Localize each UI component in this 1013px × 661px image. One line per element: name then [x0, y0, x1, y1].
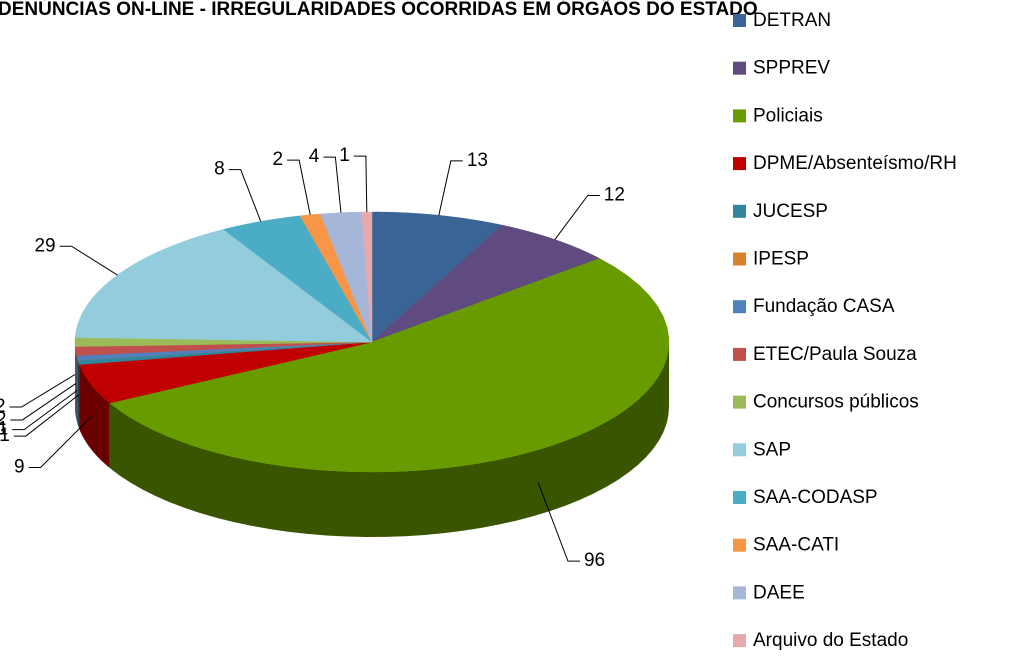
legend-label: SAP — [753, 439, 791, 460]
pie-slice — [77, 341, 373, 365]
leader-line — [28, 416, 92, 469]
legend-swatch — [733, 252, 746, 266]
legend-label: SAA-CODASP — [753, 487, 878, 508]
data-label: 2 — [0, 396, 6, 417]
leader-line — [438, 160, 463, 216]
pie-slice — [361, 211, 373, 343]
leader-line — [228, 169, 262, 222]
pie-side — [79, 364, 110, 469]
data-label: 8 — [214, 159, 225, 180]
legend-swatch — [733, 300, 746, 314]
data-label: 9 — [14, 457, 25, 478]
legend-label: Arquivo do Estado — [753, 630, 908, 651]
legend-swatch — [733, 14, 746, 27]
pie-side — [109, 342, 669, 537]
legend: DETRAN SPPREV Policiais DPME/Absenteísmo/RH… — [733, 10, 957, 651]
legend-swatch — [733, 204, 746, 218]
leader-line — [10, 383, 77, 421]
pie-slice — [79, 341, 373, 404]
legend-swatch — [733, 586, 746, 600]
legend-label: DAEE — [753, 582, 805, 603]
legend-label: ETEC/Paula Souza — [753, 344, 917, 365]
pie-slice — [109, 258, 670, 473]
leader-line — [9, 374, 76, 408]
leader-line — [13, 394, 79, 437]
pie-side — [77, 360, 80, 430]
pie-tops — [74, 211, 670, 473]
data-label: 2 — [273, 149, 284, 170]
legend-label: JUCESP — [753, 201, 828, 222]
data-label: 1 — [0, 425, 10, 446]
data-label: 2 — [0, 409, 6, 430]
pie-sides — [75, 342, 669, 537]
leader-line — [554, 195, 600, 240]
pie-side — [75, 346, 77, 421]
leader-line — [353, 155, 368, 213]
leader-line — [287, 159, 311, 215]
data-label: 96 — [584, 550, 605, 571]
legend-swatch — [733, 395, 746, 409]
pie-slice — [371, 211, 503, 343]
legend-label: Policiais — [753, 105, 823, 126]
legend-swatch — [733, 157, 746, 171]
legend-label: Concursos públicos — [753, 392, 919, 413]
pie-slice — [74, 341, 373, 356]
legend-label: DETRAN — [753, 10, 831, 31]
legend-label: IPESP — [753, 249, 809, 270]
leader-line — [323, 156, 342, 213]
data-label: 13 — [467, 150, 488, 171]
pie-slice — [76, 341, 373, 361]
legend-swatch — [733, 61, 746, 75]
chart-title: DENÚNCIAS ON-LINE - IRREGULARIDADES OCOR… — [0, 0, 758, 20]
data-label: 12 — [604, 185, 625, 206]
pie-side — [76, 355, 78, 426]
legend-label: DPME/Absenteísmo/RH — [753, 153, 957, 174]
data-label: 29 — [34, 235, 55, 256]
legend-swatch — [733, 491, 746, 504]
legend-swatch — [733, 538, 746, 552]
leader-line — [537, 482, 580, 562]
legend-swatch — [733, 109, 746, 123]
data-label: 1 — [339, 145, 350, 166]
legend-swatch — [733, 634, 746, 648]
data-label: 1 — [0, 419, 8, 440]
legend-swatch — [733, 347, 746, 361]
legend-label: Fundação CASA — [753, 296, 895, 317]
legend-swatch — [733, 443, 746, 457]
pie-slice — [299, 213, 373, 343]
pie-slice — [371, 224, 601, 343]
leader-line — [59, 245, 118, 276]
leader-line — [12, 389, 78, 431]
legend-label: SPPREV — [753, 58, 830, 79]
data-label: 4 — [309, 146, 320, 167]
legend-label: SAA-CATI — [753, 535, 839, 556]
pie-slice — [74, 337, 373, 347]
